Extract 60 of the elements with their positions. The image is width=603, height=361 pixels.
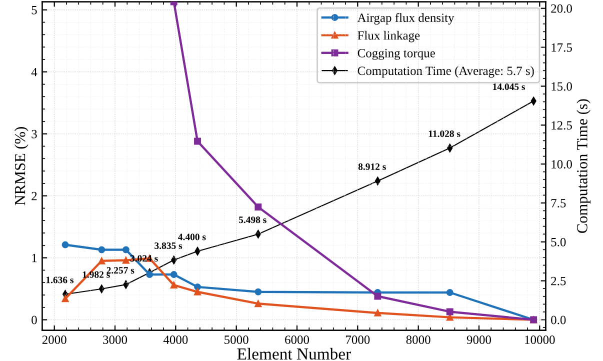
point — [170, 271, 178, 278]
x-tick-label: 8000 — [406, 336, 430, 344]
point — [98, 257, 106, 264]
point — [446, 289, 454, 296]
point — [374, 292, 382, 300]
y-axis-title: NRMSE (%) — [14, 127, 28, 206]
point — [146, 271, 154, 278]
data-label: 3.835 s — [154, 242, 182, 250]
point — [254, 300, 262, 308]
point — [254, 203, 262, 210]
point — [98, 246, 106, 254]
data-label: 5.498 s — [238, 216, 266, 224]
point — [170, 282, 178, 289]
x-tick-label: 10000 — [525, 336, 555, 344]
y2-tick-label: 15.0 — [552, 82, 572, 91]
point — [194, 283, 201, 290]
y2-tick-label: 0.0 — [551, 316, 566, 324]
point — [122, 246, 130, 254]
point — [374, 309, 382, 316]
point — [62, 241, 69, 248]
data-label: 2.257 s — [106, 267, 134, 274]
y2-tick-label: 7.5 — [551, 199, 566, 208]
y-tick-label: 1 — [32, 254, 37, 262]
point — [194, 247, 200, 256]
point — [98, 284, 104, 293]
y2-tick-label: 5.0 — [551, 238, 566, 246]
data-label: 8.912 s — [358, 163, 386, 170]
point — [194, 138, 201, 145]
data-label: 1.636 s — [46, 276, 74, 284]
x-tick-label: 7000 — [346, 336, 370, 344]
data-label: 4.400 s — [178, 234, 206, 240]
x-tick-label: 9000 — [466, 336, 492, 344]
y2-tick-label: 20.0 — [551, 4, 572, 13]
point — [254, 288, 262, 296]
point — [122, 256, 130, 264]
x-tick-label: 5000 — [224, 336, 248, 344]
data-label: 14.045 s — [493, 83, 526, 90]
x-tick-label: 2000 — [42, 336, 66, 344]
legend-label: Airgap flux density — [357, 13, 454, 25]
y-tick-label: 4 — [31, 68, 38, 76]
y2-axis-title: Computation Time (s) — [576, 99, 590, 233]
point — [446, 308, 454, 316]
x-tick-label: 3000 — [103, 336, 128, 344]
y-tick-label: 3 — [32, 130, 37, 138]
x-tick-label: 4000 — [163, 336, 188, 344]
y-tick-label: 2 — [32, 192, 37, 200]
legend-label: Flux linkage — [358, 30, 420, 42]
y2-tick-label: 17.5 — [552, 43, 572, 52]
y2-tick-label: 2.5 — [551, 276, 566, 286]
legend-label: Cogging torque — [358, 48, 435, 60]
x-tick-label: 6000 — [285, 336, 310, 344]
data-label: 11.028 s — [428, 130, 460, 138]
point — [194, 288, 201, 296]
y-tick-label: 5 — [32, 6, 37, 14]
point — [62, 295, 69, 302]
legend-label: Computation Time (Average: 5.7 s) — [358, 66, 534, 78]
x-axis-title: Element Number — [237, 348, 351, 360]
y2-tick-label: 12.5 — [552, 121, 572, 130]
y2-tick-label: 10.0 — [552, 160, 572, 169]
y-tick-label: 0 — [32, 316, 37, 324]
